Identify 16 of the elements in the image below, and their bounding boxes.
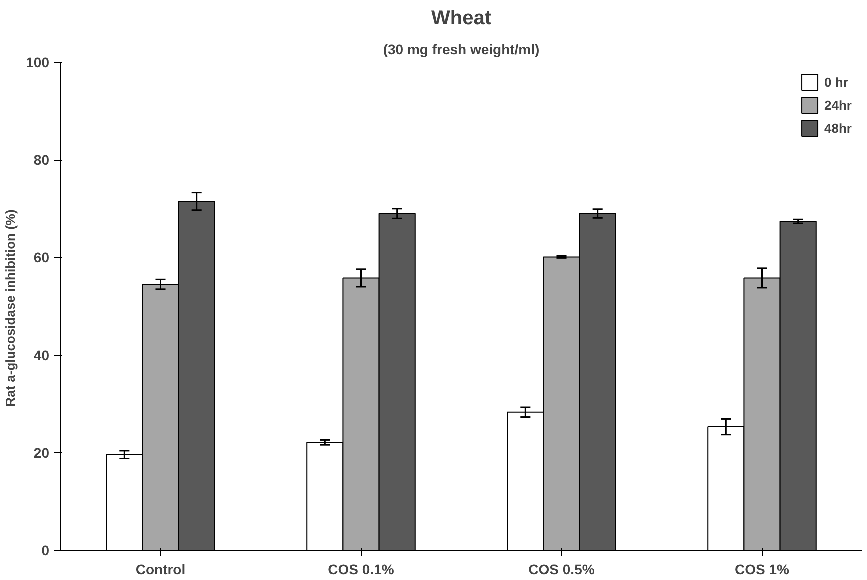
x-tick-label: COS 1% [735,562,790,578]
chart-title: Wheat [432,8,492,30]
y-tick-label: 80 [34,152,50,168]
y-tick-label: 20 [34,444,50,461]
legend-label: 48hr [824,120,852,136]
chart-subtitle: (30 mg fresh weight/ml) [383,42,540,58]
legend-label: 24hr [824,98,852,112]
y-tick-label: 60 [34,250,50,266]
x-tick-label: Control [136,562,186,578]
y-tick-label: 0 [42,542,50,558]
y-tick-label: 40 [34,347,50,364]
y-tick-label: 100 [26,54,50,70]
x-tick-label: COS 0.5% [528,562,596,578]
legend-label: 0 hr [824,74,848,90]
y-axis-title: Rat a-glucosidase inhibition (%) [3,210,18,407]
x-tick-label: COS 0.1% [328,562,395,578]
